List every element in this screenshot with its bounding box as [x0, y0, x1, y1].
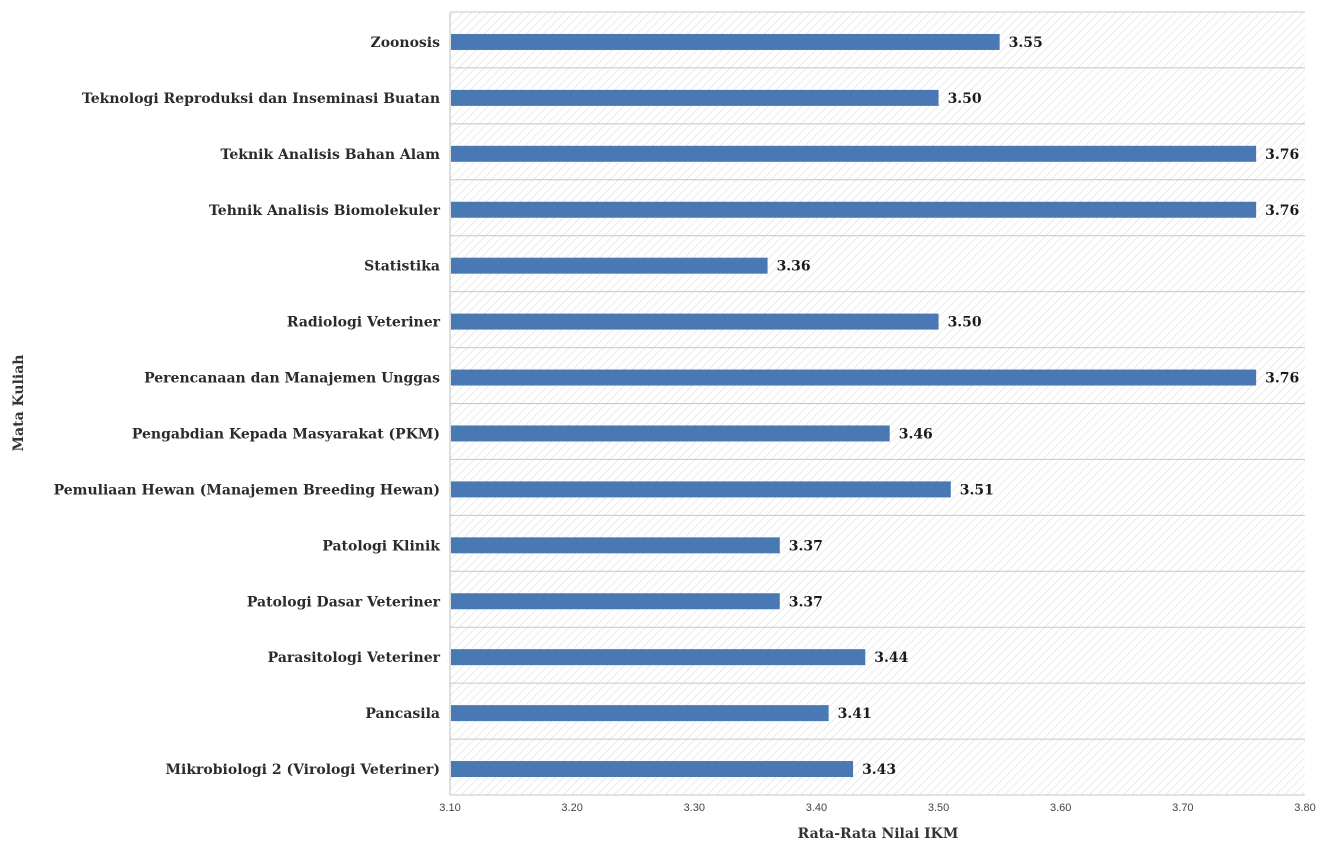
x-tick-label: 3.40 [806, 802, 827, 814]
bar [451, 481, 951, 498]
bar [451, 89, 939, 106]
bar [451, 257, 768, 274]
category-label: Tehnik Analisis Biomolekuler [209, 203, 441, 219]
value-label: 3.76 [1265, 147, 1299, 163]
value-label: 3.51 [960, 482, 994, 498]
category-labels: Zoonosis Teknologi Reproduksi dan Insemin… [54, 35, 441, 778]
x-tick-label: 3.60 [1050, 802, 1071, 814]
value-label: 3.41 [838, 706, 872, 722]
value-label: 3.46 [899, 426, 933, 442]
value-label: 3.43 [862, 762, 896, 778]
bar [451, 537, 780, 554]
x-tick-label: 3.80 [1294, 802, 1315, 814]
bar [451, 313, 939, 330]
category-label: Parasitologi Veteriner [268, 650, 441, 666]
category-label: Radiologi Veteriner [287, 315, 441, 331]
grid-lines [449, 11, 1305, 796]
bar [451, 145, 1257, 162]
x-tick-label: 3.10 [439, 802, 460, 814]
bar [451, 593, 780, 610]
bar [451, 705, 829, 722]
x-axis-title: Rata-Rata Nilai IKM [798, 826, 959, 842]
value-label: 3.37 [789, 538, 823, 554]
value-label: 3.44 [874, 650, 908, 666]
value-label: 3.55 [1009, 35, 1043, 51]
value-label: 3.50 [948, 315, 982, 331]
x-tick-label: 3.50 [928, 802, 949, 814]
category-label: Pancasila [365, 706, 440, 722]
bar [451, 425, 890, 442]
category-label: Patologi Dasar Veteriner [247, 594, 441, 610]
bar [451, 649, 866, 666]
bar [451, 201, 1257, 218]
bar [451, 761, 854, 778]
x-tick-label: 3.70 [1172, 802, 1193, 814]
category-label: Pengabdian Kepada Masyarakat (PKM) [132, 426, 440, 442]
category-label: Pemuliaan Hewan (Manajemen Breeding Hewa… [54, 482, 440, 498]
category-label: Mikrobiologi 2 (Virologi Veteriner) [166, 762, 440, 778]
x-tick-label: 3.20 [561, 802, 582, 814]
value-labels: 3.55 3.50 3.76 3.76 3.36 3.50 3.76 3.46 3.51 3.37… [777, 35, 1300, 778]
bar [451, 33, 1000, 50]
value-label: 3.76 [1265, 203, 1299, 219]
value-label: 3.36 [777, 259, 811, 275]
y-axis-title: Mata Kuliah [11, 355, 27, 452]
x-tick-labels: 3.10 3.20 3.30 3.40 3.50 3.60 3.70 3.80 [439, 802, 1315, 814]
bars [451, 33, 1257, 778]
category-label: Patologi Klinik [322, 538, 440, 554]
category-label: Statistika [364, 259, 440, 275]
category-label: Teknologi Reproduksi dan Inseminasi Buat… [82, 91, 440, 107]
value-label: 3.37 [789, 594, 823, 610]
x-tick-label: 3.30 [684, 802, 705, 814]
category-label: Teknik Analisis Bahan Alam [221, 147, 441, 163]
bar [451, 369, 1257, 386]
value-label: 3.50 [948, 91, 982, 107]
value-label: 3.76 [1265, 371, 1299, 387]
category-label: Zoonosis [371, 35, 441, 51]
category-label: Perencanaan dan Manajemen Unggas [144, 371, 440, 387]
